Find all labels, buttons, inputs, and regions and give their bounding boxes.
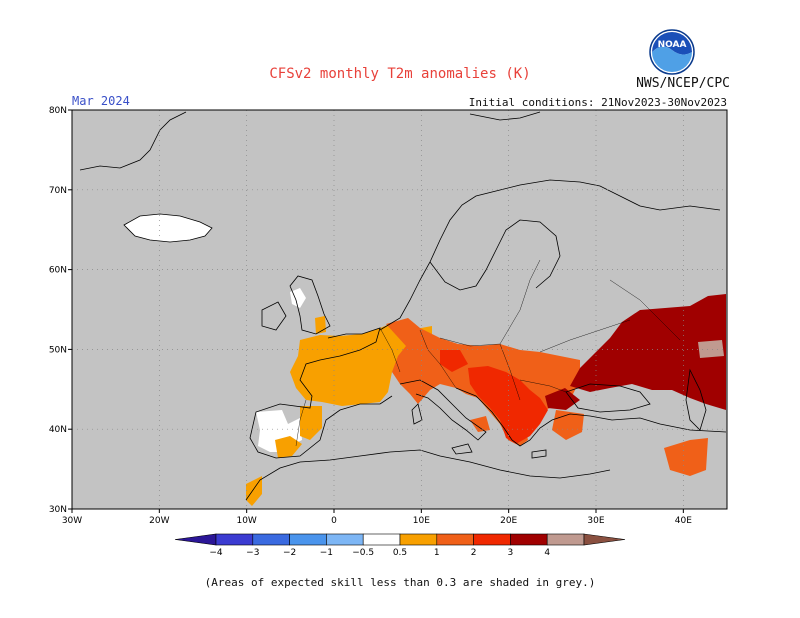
map-frame bbox=[71, 109, 728, 510]
footnote: (Areas of expected skill less than 0.3 a… bbox=[204, 576, 596, 589]
agency-label: NWS/NCEP/CPC bbox=[636, 76, 730, 91]
lon-tick-label: 30W bbox=[62, 516, 82, 526]
legend-swatch bbox=[399, 533, 438, 546]
national-borders bbox=[295, 259, 681, 447]
legend-label: 1 bbox=[434, 548, 440, 558]
coastlines bbox=[79, 111, 727, 501]
orange-region-iberia-south bbox=[275, 436, 302, 458]
orange-region-france bbox=[290, 322, 420, 406]
legend-swatch bbox=[362, 533, 401, 546]
lat-tick-label: 30N bbox=[49, 505, 67, 515]
legend-label: −3 bbox=[246, 548, 259, 558]
orange-red-region-italy-south bbox=[470, 416, 490, 432]
legend-label: 2 bbox=[471, 548, 477, 558]
legend-swatch bbox=[215, 533, 254, 546]
latitude-axis: 80N 70N 60N 50N 40N 30N bbox=[49, 106, 72, 515]
dark-red-region-black-sea-west bbox=[545, 388, 580, 410]
white-region-iceland bbox=[124, 214, 212, 242]
noaa-logo: NOAA bbox=[649, 29, 695, 75]
initial-conditions-label: Initial conditions: 21Nov2023-30Nov2023 bbox=[468, 96, 727, 109]
chart-title: CFSv2 monthly T2m anomalies (K) bbox=[269, 66, 531, 82]
orange-red-region-middle-east bbox=[664, 438, 708, 476]
color-legend: −4 −3 −2 −1 −0.5 0.5 1 2 3 4 bbox=[174, 533, 626, 558]
lon-tick-label: 10W bbox=[236, 516, 256, 526]
lat-tick-label: 60N bbox=[49, 266, 67, 276]
legend-label: −4 bbox=[209, 548, 223, 558]
lon-tick-label: 0 bbox=[331, 516, 337, 526]
white-region-uk bbox=[290, 288, 306, 308]
lat-tick-label: 80N bbox=[49, 106, 67, 116]
legend-label: 0.5 bbox=[393, 548, 407, 558]
lon-tick-label: 10E bbox=[413, 516, 430, 526]
legend-swatch bbox=[546, 533, 585, 546]
noaa-logo-text: NOAA bbox=[658, 40, 687, 50]
legend-swatch bbox=[583, 533, 626, 546]
red-region-balkans bbox=[468, 366, 548, 444]
legend-label: −0.5 bbox=[352, 548, 374, 558]
lat-tick-label: 40N bbox=[49, 425, 67, 435]
lon-tick-label: 20E bbox=[500, 516, 517, 526]
red-region-austria bbox=[440, 350, 468, 372]
legend-label: 4 bbox=[544, 548, 550, 558]
orange-region-iberia-north bbox=[300, 406, 322, 440]
longitude-axis: 30W 20W 10W 0 10E 20E 30E 40E bbox=[62, 509, 692, 526]
legend-swatch bbox=[326, 533, 364, 546]
anomaly-shading bbox=[124, 214, 726, 506]
lon-tick-label: 30E bbox=[587, 516, 604, 526]
legend-swatch bbox=[510, 533, 548, 546]
legend-swatch bbox=[289, 533, 327, 546]
lon-tick-label: 40E bbox=[675, 516, 692, 526]
map-background bbox=[72, 110, 727, 509]
pink-region-russia bbox=[698, 340, 724, 358]
legend-swatch bbox=[436, 533, 474, 546]
legend-label: −1 bbox=[320, 548, 333, 558]
month-label: Mar 2024 bbox=[72, 94, 130, 108]
legend-label: 3 bbox=[508, 548, 514, 558]
dark-red-region-russia bbox=[570, 294, 726, 410]
lat-tick-label: 50N bbox=[49, 345, 67, 355]
legend-swatch bbox=[174, 533, 217, 546]
lon-tick-label: 20W bbox=[149, 516, 169, 526]
legend-swatch bbox=[252, 533, 290, 546]
legend-label: −2 bbox=[283, 548, 296, 558]
legend-swatch bbox=[473, 533, 511, 546]
lat-tick-label: 70N bbox=[49, 186, 67, 196]
graticule bbox=[72, 110, 727, 509]
